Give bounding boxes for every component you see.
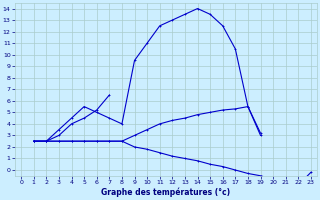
X-axis label: Graphe des températures (°c): Graphe des températures (°c) (101, 188, 231, 197)
